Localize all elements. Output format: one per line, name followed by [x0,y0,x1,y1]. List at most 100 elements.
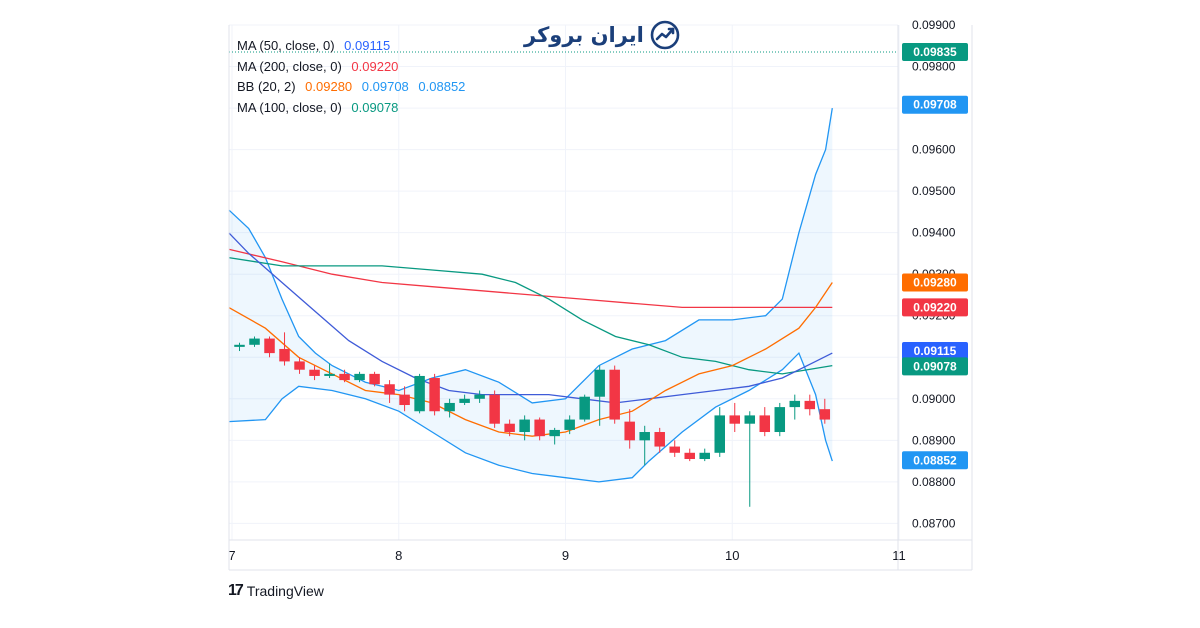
candle-up [234,344,245,347]
brand-logo-text: ایران بروکر [524,23,644,47]
tradingview-text: TradingView [246,583,324,599]
candle-down [819,409,831,420]
legend-bb[interactable]: BB (20, 2) 0.09280 0.09708 0.08852 [237,77,471,98]
y-tick-label: 0.08900 [912,433,956,447]
legend-ma100-value: 0.09078 [351,99,399,115]
y-tick-label: 0.08700 [912,516,956,530]
candle-up [744,415,756,424]
x-tick-label: 10 [725,548,739,563]
candle-down [534,419,545,437]
candle-up [549,429,560,437]
price-labels: 0.098350.097080.092800.092200.091150.090… [902,42,968,470]
candle-down [609,369,620,420]
trend-chart-icon [650,20,680,50]
ma50-line [228,232,833,404]
candle-down [684,452,695,460]
candle-up [564,419,575,430]
price-label-box [902,95,968,114]
price-label-box [902,342,968,361]
y-tick-label: 0.09000 [912,392,956,406]
legend-ma200-name: MA (200, close, 0) [237,58,342,74]
x-tick-label: 11 [892,548,906,563]
y-tick-label: 0.09900 [912,18,956,32]
y-tick-label: 0.09400 [912,226,956,240]
legend-bb-name: BB (20, 2) [237,79,296,94]
candle-down [384,384,395,395]
brand-logo: ایران بروکر [524,16,680,54]
legend-ma200-value: 0.09220 [351,58,399,74]
tradingview-logo-icon: 17 [228,582,244,599]
candle-up [699,452,710,460]
candle-up [324,373,335,376]
candle-up [474,394,485,399]
bb-lower-line [228,351,833,483]
candle-down [429,378,440,412]
x-tick-label: 8 [395,548,402,563]
legend-ma50-name: MA (50, close, 0) [237,38,335,53]
candle-down [399,394,410,406]
candle-up [774,407,786,433]
candle-up [579,396,590,420]
tradingview-watermark[interactable]: 17 TradingView [228,582,324,600]
candle-down [804,400,816,410]
x-tick-label: 9 [562,548,569,563]
price-label-box [902,357,968,376]
candle-down [309,369,320,376]
price-label-box [902,298,968,317]
candle-up [249,338,260,345]
indicator-lines [228,51,898,483]
price-label-text: 0.09835 [913,45,957,59]
candle-down [504,423,515,433]
candle-up [789,400,801,408]
y-tick-label: 0.09500 [912,184,956,198]
x-tick-label: 7 [228,548,235,563]
candle-down [264,338,275,354]
candle-down [279,348,290,362]
candle-up [714,415,725,453]
legend-bb-lower-value: 0.08852 [418,79,466,94]
legend-ma50-value: 0.09115 [344,38,391,53]
candle-up [414,375,425,412]
price-label-box [902,451,968,470]
candle-down [369,373,380,385]
candle-up [519,419,530,433]
candle-down [489,394,500,424]
candle-down [624,421,635,441]
candle-up [444,402,455,412]
legend-bb-basis-value: 0.09280 [305,79,353,94]
price-label-text: 0.09708 [913,98,957,112]
candle-down [654,432,665,447]
bb-basis-line [228,282,833,437]
bb-upper-line [228,107,833,404]
candle-down [294,361,305,370]
candles [234,332,831,507]
y-tick-label: 0.09600 [912,143,956,157]
legend-ma100-name: MA (100, close, 0) [237,99,342,115]
price-label-text: 0.08852 [913,453,957,467]
price-label-box [902,42,968,61]
legend-ma50[interactable]: MA (50, close, 0) 0.09115 [237,36,471,57]
price-label-text: 0.09115 [914,344,957,358]
y-tick-label: 0.09800 [912,60,956,74]
bollinger-band-area [228,108,833,482]
ma200-line [228,248,833,309]
price-label-box [902,273,968,292]
candle-down [759,415,771,433]
candle-up [354,373,365,381]
price-label-text: 0.09220 [913,300,957,314]
indicator-legend: MA (50, close, 0) 0.09115 MA (200, close… [237,36,471,118]
price-label-text: 0.09078 [913,359,957,373]
legend-bb-upper-value: 0.09708 [361,79,409,94]
legend-ma200[interactable]: MA (200, close, 0) 0.09220 [237,57,471,78]
y-tick-label: 0.08800 [912,475,956,489]
candle-down [729,415,741,424]
grid [229,24,900,540]
candle-down [339,373,350,381]
candle-down [669,446,680,453]
price-label-text: 0.09280 [913,276,957,290]
candle-up [594,369,605,397]
legend-ma100[interactable]: MA (100, close, 0) 0.09078 [237,98,471,119]
candle-up [459,398,470,403]
candle-up [639,432,650,441]
